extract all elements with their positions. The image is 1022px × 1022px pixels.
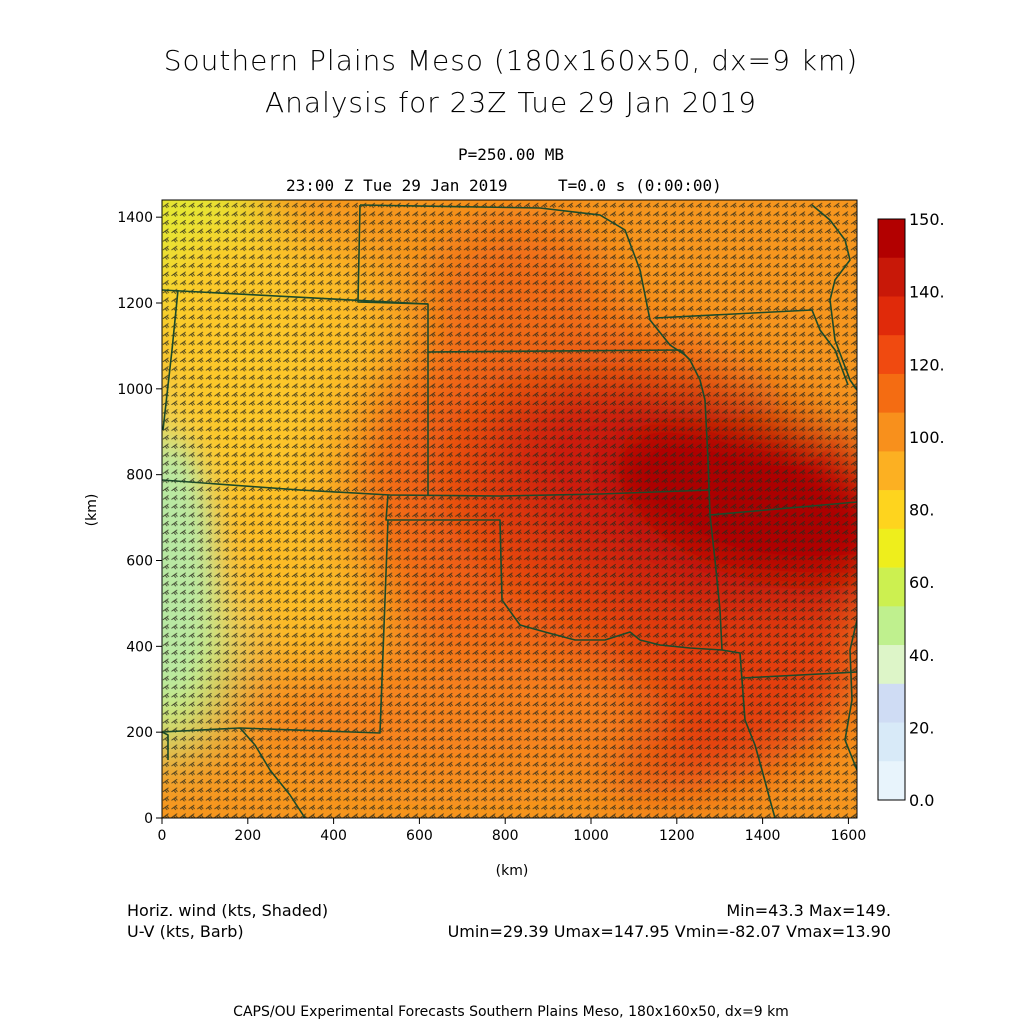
x-tick-label: 400 [320,828,347,844]
colorbar-swatch [878,722,905,762]
colorbar-frame [877,218,906,801]
colorbar: 150. 140. 120. 100. 80. 60. 40. 20. 0.0 [877,210,945,810]
valid-time: 23:00 Z Tue 29 Jan 2019 [286,176,508,195]
colorbar-swatch [878,683,905,723]
boundary-ks-ok [162,479,711,497]
colorbar-label: 140. [909,283,945,302]
plot-frame [161,199,858,819]
boundary-red-river [501,599,723,651]
min-max-stats: Min=43.3 Max=149. [726,901,891,920]
uv-stats: Umin=29.39 Umax=147.95 Vmin=-82.07 Vmax=… [447,922,891,941]
barb-variable-label: U-V (kts, Barb) [127,922,244,941]
boundary-mississippi-south [844,619,857,771]
colorbar-swatch [878,645,905,685]
x-tick-label: 1400 [745,828,781,844]
y-tick-label: 800 [126,468,153,484]
boundary-texas-arkansas [721,649,776,818]
colorbar-label: 120. [909,355,945,374]
y-tick-label: 1000 [117,382,153,398]
colorbar-label: 0.0 [909,791,934,810]
shaded-variable-label: Horiz. wind (kts, Shaded) [127,901,329,920]
y-axis-label: (km) [84,494,100,527]
boundary-oklahoma-panhandle [385,494,503,601]
colorbar-swatch [878,296,905,336]
x-tick-label: 200 [234,828,261,844]
colorbar-swatch [878,528,905,568]
colorbar-label: 150. [909,210,945,229]
x-tick-label: 800 [492,828,519,844]
boundary-missouri-west [704,399,723,651]
time-step: T=0.0 s (0:00:00) [558,176,722,195]
boundary-missouri-arkansas [709,501,857,516]
boundary-new-mexico-texas [162,519,389,734]
boundary-nebraska-colorado [359,204,686,356]
y-tick-label: 1200 [117,296,153,312]
x-tick-label: 1600 [831,828,867,844]
x-tick-label: 1000 [573,828,609,844]
boundary-kansas-north [427,349,706,401]
y-tick-label: 0 [144,811,153,827]
y-tick-label: 200 [126,725,153,741]
colorbar-swatch [878,451,905,491]
y-tick-label: 1400 [117,210,153,226]
colorbar-swatch [878,490,905,530]
boundary-utah [162,289,179,431]
title-line-2: Analysis for 23Z Tue 29 Jan 2019 [265,86,757,119]
colorbar-label: 60. [909,573,934,592]
boundary-arkansas-louisiana [741,671,857,679]
colorbar-label: 20. [909,718,934,737]
axis-ticks: 0 200 400 600 800 1000 1200 1400 1600 0 200 400 600 8… [117,210,866,844]
colorbar-swatch [878,606,905,646]
colorbar-swatch [878,761,905,801]
boundary-colorado-east [357,204,429,496]
boundary-mississippi-river [811,204,857,391]
footer-credit: CAPS/OU Experimental Forecasts Southern … [233,1004,789,1020]
colorbar-label: 40. [909,646,934,665]
y-tick-label: 600 [126,554,153,570]
boundary-iowa-missouri [654,309,849,386]
colorbar-swatch [878,257,905,297]
colorbar-swatch [878,373,905,413]
wind-speed-shading [162,200,857,818]
colorbar-label: 100. [909,428,945,447]
colorbar-swatch [878,335,905,375]
title-line-1: Southern Plains Meso (180x160x50, dx=9 k… [163,44,859,77]
colorbar-label: 80. [909,501,934,520]
x-tick-label: 0 [158,828,167,844]
x-axis-label: (km) [496,863,529,879]
pressure-level: P=250.00 MB [458,145,564,164]
boundary-mexico [162,731,169,760]
colorbar-swatch [878,567,905,607]
boundary-wyoming-colorado [162,289,429,305]
x-tick-label: 1200 [659,828,695,844]
y-tick-label: 400 [126,639,153,655]
x-tick-label: 600 [406,828,433,844]
colorbar-swatch [878,412,905,452]
state-boundaries [162,204,857,818]
colorbar-swatch [878,219,905,259]
boundary-rio-grande [239,727,306,818]
